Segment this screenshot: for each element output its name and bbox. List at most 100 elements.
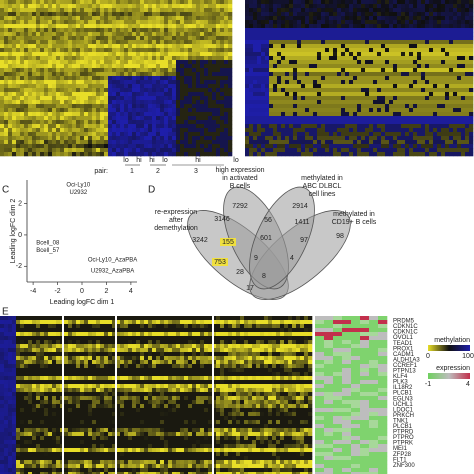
heatmap-cell [321,4,326,9]
heatmap-cell [192,108,197,113]
heatmap-cell [40,68,45,73]
heatmap-cell [208,0,213,5]
heatmap-cell [469,8,474,13]
heatmap-cell [261,112,266,117]
heatmap-cell [325,140,330,145]
heatmap-cell [96,144,101,149]
heatmap-cell [72,92,77,97]
heatmap-cell [112,24,117,29]
heatmap-cell [100,328,105,333]
heatmap-cell [401,68,406,73]
heatmap-cell [148,68,153,73]
heatmap-cell [273,100,278,105]
heatmap-cell [305,68,310,73]
heatmap-cell [445,108,450,113]
heatmap-cell [429,44,434,49]
heatmap-cell [88,20,93,25]
heatmap-cell [449,4,454,9]
heatmap-cell [136,4,141,9]
heatmap-cell [357,56,362,61]
heatmap-cell [8,12,13,17]
heatmap-cell [44,316,49,321]
heatmap-cell [457,140,462,145]
heatmap-cell [28,16,33,21]
heatmap-cell [116,4,121,9]
heatmap-cell [385,148,390,153]
heatmap-cell [164,68,169,73]
heatmap-cell [425,116,430,121]
heatmap-cell [341,60,346,65]
heatmap-cell [36,20,41,25]
heatmap-cell [44,20,49,25]
heatmap-cell [132,20,137,25]
heatmap-cell [224,328,229,333]
heatmap-cell [357,136,362,141]
heatmap-cell [100,100,105,105]
heatmap-cell [377,80,382,85]
heatmap-cell [245,8,250,13]
heatmap-cell [401,152,406,157]
heatmap-cell [281,28,286,33]
heatmap-cell [317,104,322,109]
heatmap-cell [289,68,294,73]
heatmap-cell [381,68,386,73]
heatmap-cell [329,68,334,73]
heatmap-cell [136,112,141,117]
heatmap-cell [289,24,294,29]
heatmap-cell [228,8,233,13]
heatmap-cell [253,92,258,97]
heatmap-cell [128,8,133,13]
heatmap-cell [365,144,370,149]
heatmap-cell [373,136,378,141]
heatmap-cell [16,80,21,85]
heatmap-cell [152,316,157,321]
heatmap-cell [20,56,25,61]
heatmap-cell [140,120,145,125]
heatmap-cell [144,8,149,13]
heatmap-cell [124,316,129,321]
heatmap-cell [276,336,281,341]
heatmap-cell [293,76,298,81]
heatmap-cell [373,144,378,149]
heatmap-cell [120,48,125,53]
heatmap-cell [253,148,258,153]
heatmap-cell [212,56,217,61]
heatmap-cell [228,4,233,9]
heatmap-cell [32,16,37,21]
heatmap-cell [172,16,177,21]
heatmap-cell [60,16,65,21]
heatmap-cell [461,88,466,93]
heatmap-cell [353,140,358,145]
heatmap-cell [140,316,145,321]
heatmap-cell [196,48,201,53]
heatmap-cell [200,324,205,329]
heatmap-cell [220,12,225,17]
heatmap-cell [160,88,165,93]
heatmap-cell [461,72,466,77]
heatmap-cell [349,88,354,93]
heatmap-cell [188,16,193,21]
heatmap-cell [329,76,334,81]
heatmap-cell [212,152,217,157]
heatmap-cell [413,0,418,5]
heatmap-cell [409,80,414,85]
heatmap-cell [220,144,225,149]
heatmap-cell [8,24,13,29]
heatmap-cell [365,4,370,9]
heatmap-cell [192,148,197,153]
heatmap-cell [68,336,73,341]
heatmap-cell [461,28,466,33]
heatmap-cell [305,128,310,133]
heatmap-cell [124,148,129,153]
heatmap-cell [445,136,450,141]
heatmap-cell [48,140,53,145]
heatmap-cell [301,128,306,133]
heatmap-cell [308,328,313,333]
heatmap-cell [64,136,69,141]
heatmap-cell [116,28,121,33]
heatmap-cell [132,324,137,329]
heatmap-cell [297,52,302,57]
heatmap-cell [180,336,185,341]
heatmap-cell [152,64,157,69]
heatmap-cell [52,116,57,121]
